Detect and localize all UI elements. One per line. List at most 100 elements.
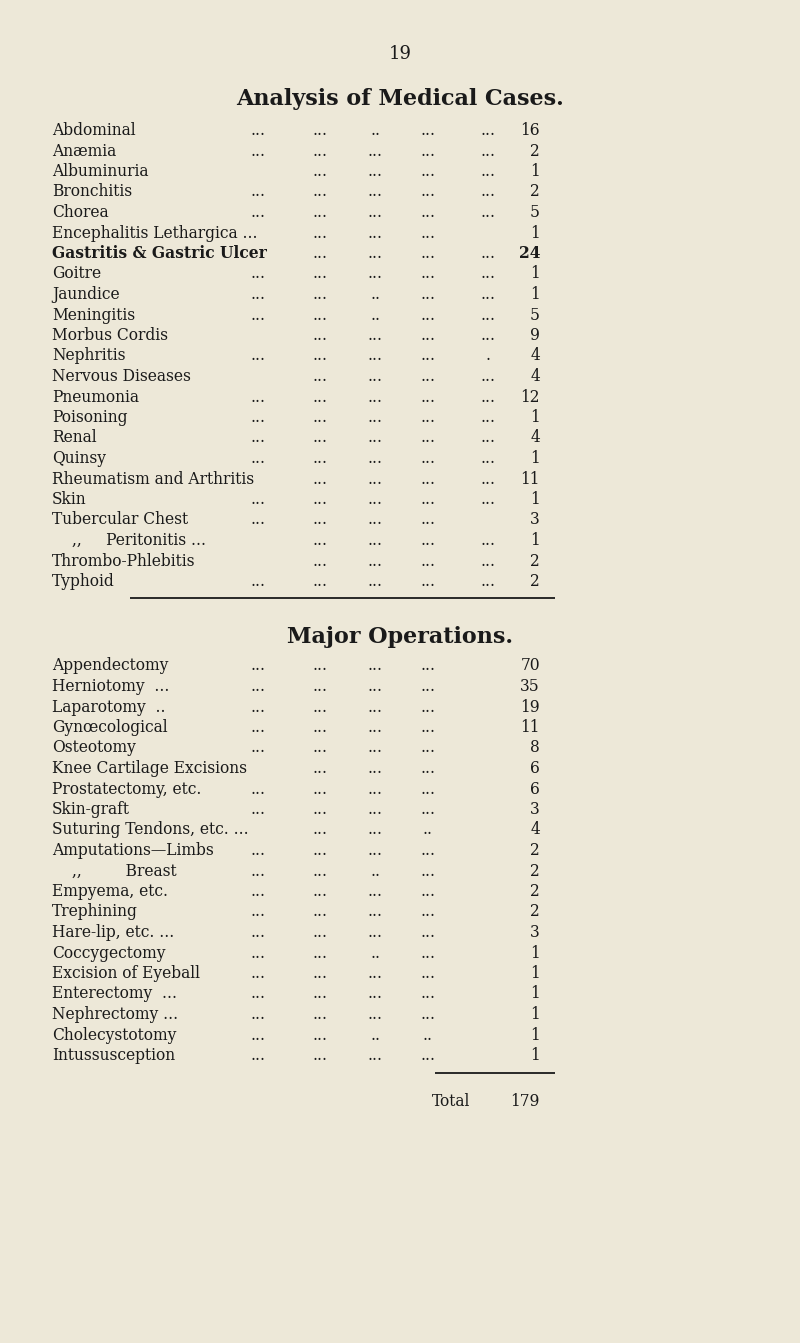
Text: ...: ...: [367, 388, 382, 406]
Text: 179: 179: [510, 1092, 540, 1109]
Text: ...: ...: [313, 862, 327, 880]
Text: ...: ...: [421, 470, 435, 488]
Text: Analysis of Medical Cases.: Analysis of Medical Cases.: [236, 89, 564, 110]
Text: 1: 1: [530, 1006, 540, 1023]
Text: Thrombo-Phlebitis: Thrombo-Phlebitis: [52, 552, 195, 569]
Text: Poisoning: Poisoning: [52, 410, 127, 426]
Text: 2: 2: [530, 552, 540, 569]
Text: ...: ...: [481, 430, 495, 446]
Text: 24: 24: [518, 244, 540, 262]
Text: ...: ...: [367, 326, 382, 344]
Text: Jaundice: Jaundice: [52, 286, 120, 304]
Text: ...: ...: [250, 1026, 266, 1044]
Text: ...: ...: [367, 658, 382, 674]
Text: ...: ...: [250, 184, 266, 200]
Text: 19: 19: [520, 698, 540, 716]
Text: ...: ...: [367, 882, 382, 900]
Text: ...: ...: [313, 122, 327, 138]
Text: ...: ...: [421, 430, 435, 446]
Text: Suturing Tendons, etc. ...: Suturing Tendons, etc. ...: [52, 822, 249, 838]
Text: ...: ...: [313, 224, 327, 242]
Text: 3: 3: [530, 924, 540, 941]
Text: ...: ...: [367, 512, 382, 529]
Text: 4: 4: [530, 368, 540, 385]
Text: ...: ...: [367, 719, 382, 736]
Text: 6: 6: [530, 780, 540, 798]
Text: ...: ...: [421, 862, 435, 880]
Text: ...: ...: [250, 924, 266, 941]
Text: ...: ...: [367, 430, 382, 446]
Text: ..: ..: [370, 944, 380, 962]
Text: ...: ...: [250, 266, 266, 282]
Text: ...: ...: [250, 842, 266, 860]
Text: ...: ...: [313, 1026, 327, 1044]
Text: ...: ...: [481, 450, 495, 467]
Text: 1: 1: [530, 266, 540, 282]
Text: ..: ..: [370, 862, 380, 880]
Text: ..: ..: [370, 122, 380, 138]
Text: ...: ...: [250, 678, 266, 694]
Text: 11: 11: [521, 719, 540, 736]
Text: ...: ...: [313, 512, 327, 529]
Text: ...: ...: [367, 552, 382, 569]
Text: ...: ...: [421, 780, 435, 798]
Text: ...: ...: [421, 740, 435, 756]
Text: 3: 3: [530, 800, 540, 818]
Text: ...: ...: [250, 698, 266, 716]
Text: ...: ...: [313, 450, 327, 467]
Text: 3: 3: [530, 512, 540, 529]
Text: ..: ..: [370, 286, 380, 304]
Text: ...: ...: [481, 122, 495, 138]
Text: ...: ...: [313, 882, 327, 900]
Text: 8: 8: [530, 740, 540, 756]
Text: ...: ...: [313, 842, 327, 860]
Text: ...: ...: [313, 410, 327, 426]
Text: ...: ...: [367, 368, 382, 385]
Text: 11: 11: [521, 470, 540, 488]
Text: ...: ...: [367, 573, 382, 590]
Text: ...: ...: [421, 306, 435, 324]
Text: ...: ...: [481, 286, 495, 304]
Text: Total: Total: [432, 1092, 470, 1109]
Text: ...: ...: [367, 822, 382, 838]
Text: ...: ...: [250, 780, 266, 798]
Text: 2: 2: [530, 862, 540, 880]
Text: ...: ...: [481, 163, 495, 180]
Text: 2: 2: [530, 142, 540, 160]
Text: ...: ...: [313, 719, 327, 736]
Text: ...: ...: [250, 966, 266, 982]
Text: ...: ...: [313, 388, 327, 406]
Text: ...: ...: [367, 966, 382, 982]
Text: ,,         Breast: ,, Breast: [72, 862, 177, 880]
Text: 16: 16: [520, 122, 540, 138]
Text: 2: 2: [530, 842, 540, 860]
Text: ...: ...: [421, 658, 435, 674]
Text: Laparotomy  ..: Laparotomy ..: [52, 698, 166, 716]
Text: ...: ...: [367, 842, 382, 860]
Text: ...: ...: [367, 142, 382, 160]
Text: ...: ...: [367, 410, 382, 426]
Text: 1: 1: [530, 286, 540, 304]
Text: Prostatectomy, etc.: Prostatectomy, etc.: [52, 780, 202, 798]
Text: 35: 35: [520, 678, 540, 694]
Text: ...: ...: [313, 368, 327, 385]
Text: Intussusception: Intussusception: [52, 1048, 175, 1064]
Text: 1: 1: [530, 224, 540, 242]
Text: ...: ...: [367, 204, 382, 222]
Text: ...: ...: [250, 986, 266, 1002]
Text: ...: ...: [313, 348, 327, 364]
Text: ...: ...: [367, 760, 382, 778]
Text: ...: ...: [421, 388, 435, 406]
Text: ...: ...: [421, 204, 435, 222]
Text: 1: 1: [530, 410, 540, 426]
Text: ...: ...: [421, 184, 435, 200]
Text: 1: 1: [530, 450, 540, 467]
Text: Encephalitis Lethargica ...: Encephalitis Lethargica ...: [52, 224, 258, 242]
Text: 19: 19: [389, 46, 411, 63]
Text: ...: ...: [421, 368, 435, 385]
Text: Gastritis & Gastric Ulcer: Gastritis & Gastric Ulcer: [52, 244, 267, 262]
Text: 70: 70: [520, 658, 540, 674]
Text: ...: ...: [313, 800, 327, 818]
Text: Coccygectomy: Coccygectomy: [52, 944, 166, 962]
Text: ...: ...: [367, 244, 382, 262]
